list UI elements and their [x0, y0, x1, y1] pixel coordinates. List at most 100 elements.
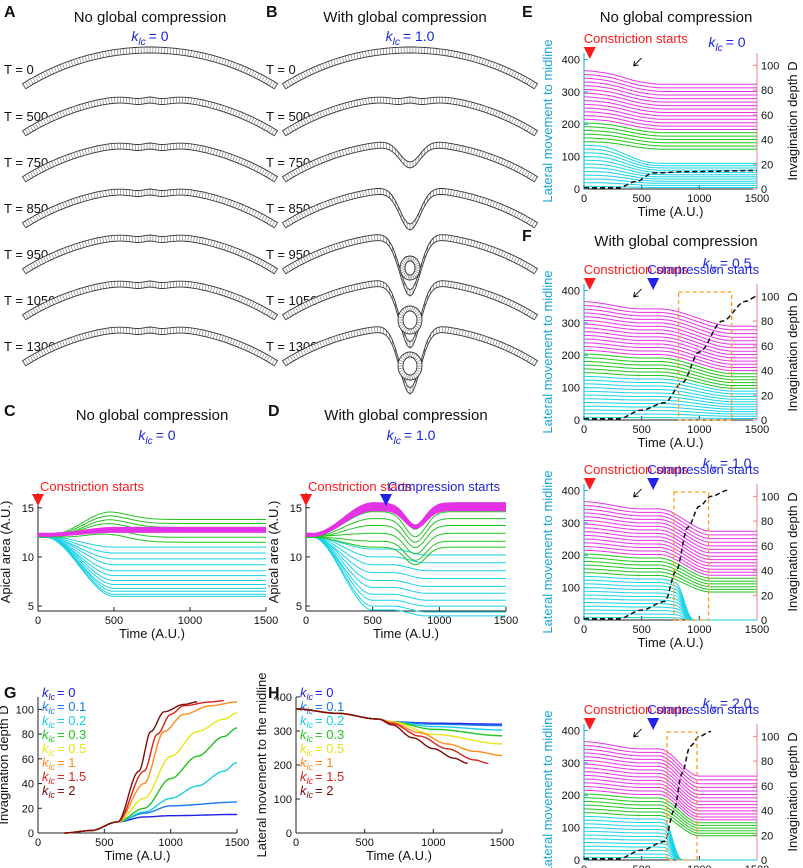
- epithelium-cell-edge: [99, 237, 102, 244]
- epithelium-cell-edge: [43, 71, 47, 78]
- epithelium-cell-edge: [289, 125, 294, 132]
- epithelium-cell-edge: [516, 350, 520, 356]
- epithelium-cell-edge: [441, 280, 443, 287]
- epithelium-cell-edge: [511, 117, 515, 124]
- epithelium-cell-edge: [500, 250, 504, 257]
- epithelium-cell-edge: [492, 155, 495, 162]
- epithelium-cell-edge: [76, 105, 79, 112]
- epithelium-cell-edge: [67, 154, 71, 161]
- epithelium-cell-edge: [56, 204, 60, 211]
- y-tick-label: 0: [574, 855, 580, 867]
- epithelium-cell-edge: [458, 283, 461, 290]
- epithelium-cell-edge: [319, 157, 323, 164]
- epithelium-cell-edge: [467, 239, 470, 246]
- y-tick-label: 10: [290, 552, 302, 564]
- legend-value: = 0.1: [315, 699, 344, 714]
- trajectory-line-magenta: [584, 81, 757, 96]
- epithelium-cell-edge: [470, 102, 473, 109]
- trajectory-line-magenta: [584, 546, 757, 573]
- epithelium-cell-edge: [258, 167, 263, 174]
- epithelium-cell-edge: [32, 77, 36, 83]
- epithelium-cell-edge: [59, 64, 63, 71]
- annotation-marker: [583, 478, 596, 490]
- epithelium-cell-edge: [319, 111, 323, 118]
- epithelium-cell-edge: [473, 194, 476, 201]
- epithelium-cell-edge: [453, 51, 455, 58]
- y-tick-label: 200: [562, 550, 580, 562]
- x-tick-label: 0: [581, 424, 587, 436]
- epithelium-cell-edge: [359, 283, 362, 290]
- epithelium-cell-edge: [229, 154, 233, 161]
- trajectory-line-magenta: [584, 748, 757, 785]
- epithelium-cell-edge: [258, 259, 263, 266]
- epithelium-cell-edge: [450, 97, 452, 104]
- epithelium-cell-edge: [201, 145, 204, 152]
- epithelium-cell-edge: [114, 97, 116, 104]
- epithelium-cell-edge: [287, 219, 291, 225]
- panel-letter: H: [268, 685, 280, 702]
- epithelium-cell-edge: [213, 194, 216, 201]
- epithelium-cell-edge: [128, 327, 130, 334]
- legend-k: k: [42, 727, 50, 742]
- epithelium-cell-edge: [218, 334, 221, 341]
- epithelium-cell-edge: [67, 108, 71, 115]
- epithelium-cell-edge: [411, 257, 415, 262]
- epithelium-cell-edge: [505, 253, 509, 259]
- epithelium-cell-edge: [322, 63, 325, 70]
- epithelium-cell-edge: [379, 188, 382, 195]
- epithelium-cell-edge: [292, 170, 296, 176]
- epithelium-cell-edge: [232, 339, 235, 346]
- epithelium-cell-edge: [330, 60, 334, 67]
- epithelium-cell-edge: [221, 289, 224, 296]
- epithelium-cell-edge: [62, 156, 65, 163]
- epithelium-cell-edge: [516, 304, 520, 310]
- epithelium-cell-edge: [374, 188, 376, 195]
- epithelium-cell-edge: [24, 128, 29, 135]
- epithelium-cell-edge: [264, 124, 268, 130]
- epithelium-cell-edge: [67, 246, 71, 253]
- epithelium-cell-edge: [282, 222, 286, 228]
- x-axis-label: Time (A.U.): [373, 626, 439, 641]
- series-line-cyan: [38, 535, 266, 548]
- epithelium-cell-edge: [67, 200, 71, 207]
- epithelium-cell-edge: [313, 159, 317, 166]
- epithelium-cell-edge: [374, 326, 376, 333]
- epithelium-cell-edge: [382, 48, 385, 55]
- epithelium-cell-edge: [461, 237, 464, 244]
- epithelium-cell-edge: [308, 116, 312, 122]
- series-line-cyan: [38, 536, 266, 560]
- epithelium-cell-edge: [467, 285, 470, 292]
- trajectory-line-magenta: [584, 92, 757, 107]
- epithelium-cell-edge: [99, 52, 102, 59]
- epithelium-cell-edge: [178, 189, 181, 196]
- epithelium-cell-edge: [339, 242, 342, 249]
- epithelium-cell-edge: [382, 281, 385, 288]
- y-tick-label: 15: [22, 503, 34, 515]
- epithelium-cell-edge: [256, 350, 260, 356]
- panel-title: With global compression: [594, 233, 757, 250]
- epithelium-cell-edge: [362, 144, 364, 151]
- legend-value: = 0.3: [57, 727, 86, 742]
- epithelium-cell-edge: [416, 362, 422, 365]
- epithelium-cell-edge: [330, 153, 334, 160]
- epithelium-cell-edge: [29, 217, 34, 224]
- epithelium-cell-edge: [243, 251, 247, 258]
- epithelium-cell-edge: [450, 327, 452, 334]
- epithelium-cell-edge: [229, 338, 233, 345]
- legend-value: = 1: [57, 755, 75, 770]
- invagination-loop-inner: [402, 356, 418, 376]
- y-tick-label: 100: [562, 383, 580, 395]
- x-axis-label: Time (A.U.): [638, 435, 704, 450]
- epithelium-cell-edge: [93, 100, 96, 107]
- epithelium-cell-edge: [430, 97, 432, 104]
- epithelium-cell-edge: [248, 162, 252, 168]
- epithelium-cell-edge: [347, 194, 350, 201]
- epithelium-cell-edge: [79, 242, 82, 249]
- epithelium-cell-edge: [287, 173, 291, 179]
- epithelium-cell-edge: [388, 192, 390, 199]
- epithelium-cell-edge: [32, 308, 36, 314]
- trajectory-line-green: [584, 561, 757, 585]
- epithelium-cell-edge: [365, 51, 367, 58]
- epithelium-cell-edge: [111, 327, 113, 334]
